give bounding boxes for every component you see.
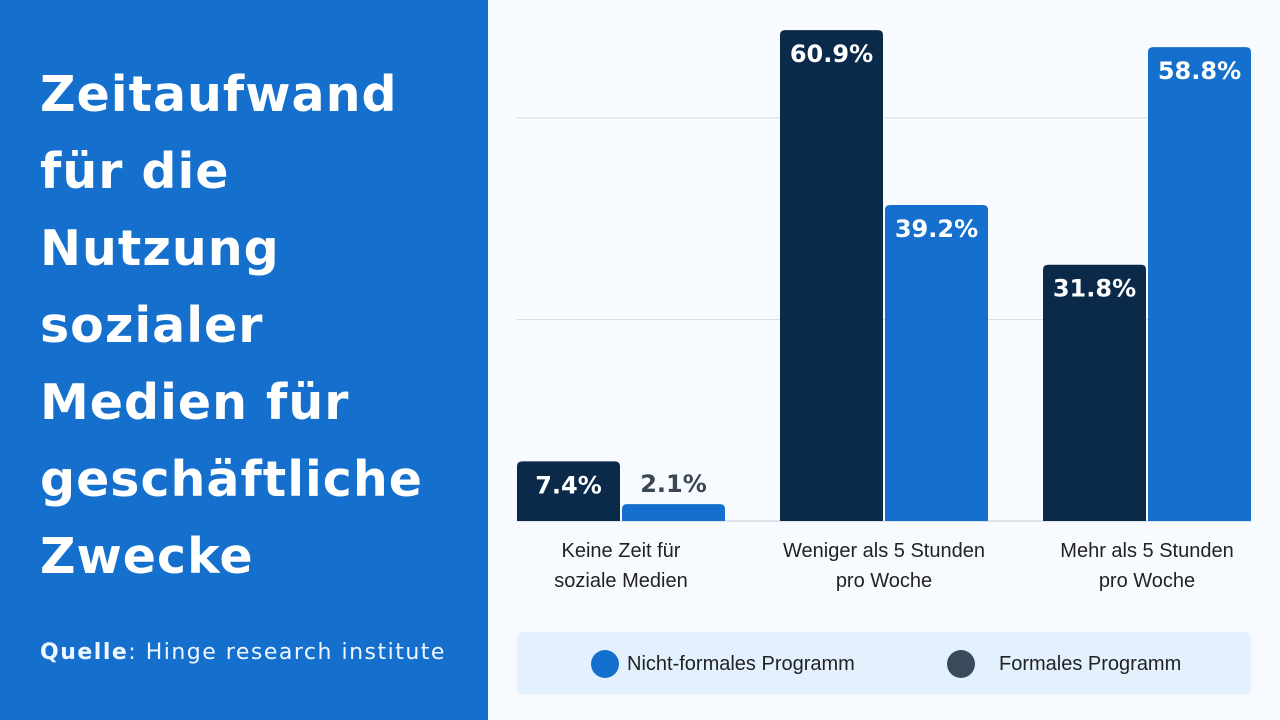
source-note: Quelle: Hinge research institute <box>40 640 446 665</box>
data-label: 58.8% <box>1158 57 1241 85</box>
bar <box>1043 264 1146 521</box>
data-label: 39.2% <box>895 215 978 243</box>
bar <box>1148 47 1251 522</box>
title-line: Nutzung <box>40 220 280 277</box>
x-tick-label: Mehr als 5 Stunden <box>1060 540 1233 562</box>
data-label: 60.9% <box>790 40 873 68</box>
legend-dot-icon <box>947 650 975 678</box>
title-line: für die <box>40 143 230 200</box>
title-line: geschäftliche <box>40 451 423 508</box>
bar <box>622 504 725 521</box>
x-tick-label: pro Woche <box>1099 570 1195 592</box>
legend-item-nonformal: Nicht-formales Programm <box>591 650 855 678</box>
legend: Nicht-formales Programm Formales Program… <box>517 632 1251 694</box>
x-tick-label: Weniger als 5 Stunden <box>783 540 985 562</box>
bar <box>885 205 988 521</box>
title-line: Medien für <box>40 374 350 431</box>
legend-label: Nicht-formales Programm <box>627 652 855 675</box>
x-tick-label: soziale Medien <box>554 570 687 592</box>
bar <box>780 30 883 522</box>
legend-dot-icon <box>591 650 619 678</box>
legend-label: Formales Programm <box>999 652 1182 675</box>
data-label: 31.8% <box>1053 275 1136 303</box>
source-text: : Hinge research institute <box>128 640 446 665</box>
bar <box>517 461 620 521</box>
title-panel: Zeitaufwand für die Nutzung sozialer Med… <box>0 0 488 720</box>
x-tick-label: pro Woche <box>836 570 932 592</box>
data-label: 7.4% <box>535 471 602 499</box>
title-line: Zwecke <box>40 528 254 585</box>
page-title: Zeitaufwand für die Nutzung sozialer Med… <box>40 56 480 595</box>
title-line: sozialer <box>40 297 264 354</box>
legend-item-formal: Formales Programm <box>947 650 1181 678</box>
title-line: Zeitaufwand <box>40 66 398 123</box>
data-label: 2.1% <box>640 470 707 498</box>
source-label: Quelle <box>40 640 129 665</box>
x-tick-label: Keine Zeit für <box>562 540 681 562</box>
bar-chart: 7.4% 2.1% Keine Zeit für soziale Medien 60.9… <box>517 30 1251 592</box>
